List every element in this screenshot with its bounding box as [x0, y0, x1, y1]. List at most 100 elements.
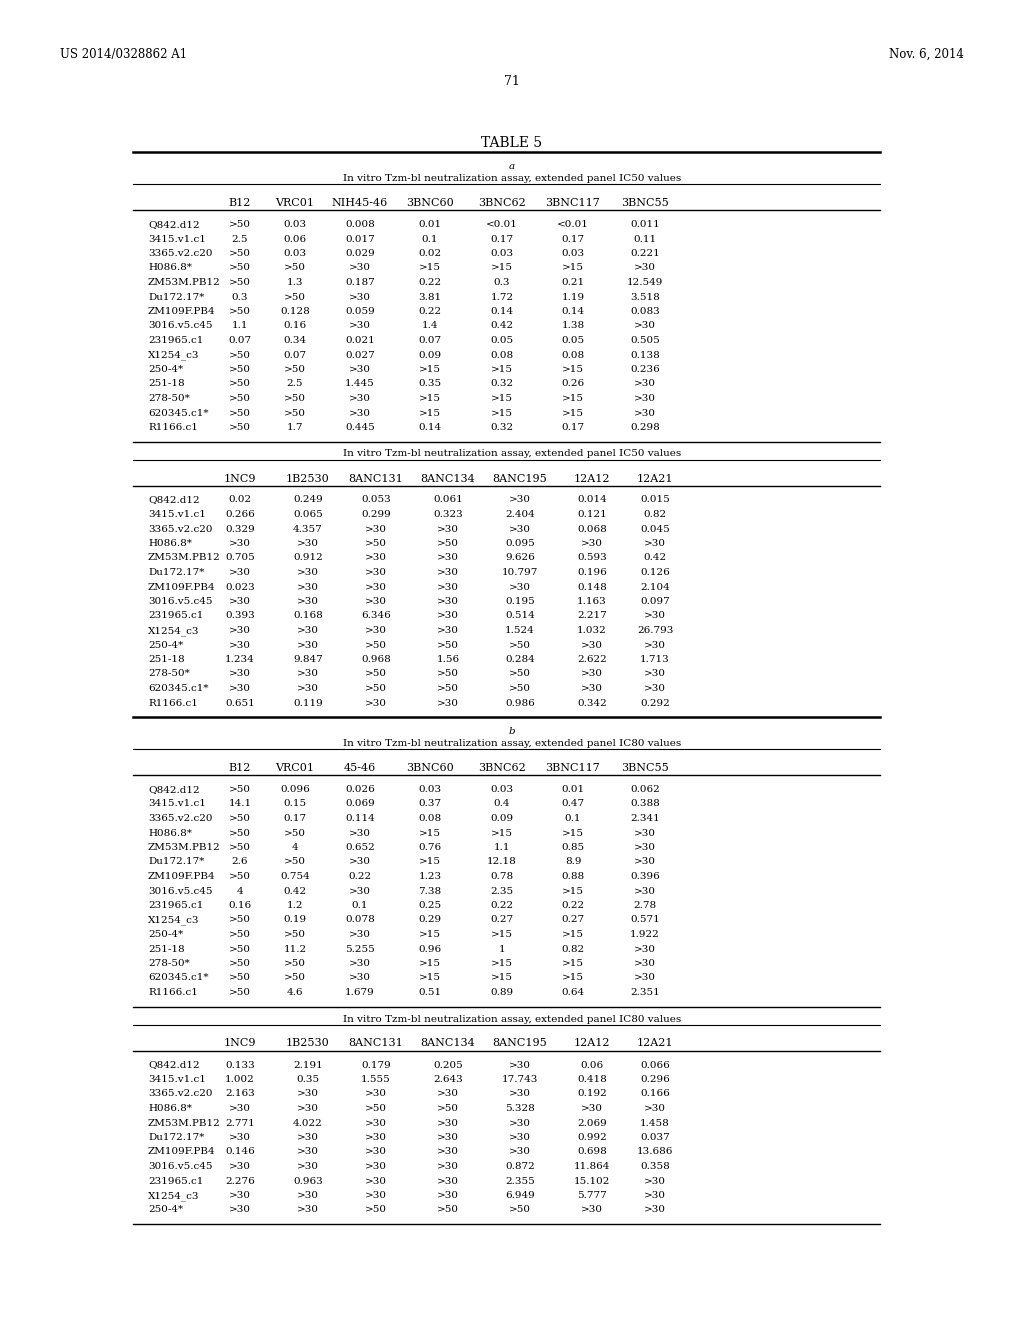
Text: 0.03: 0.03	[284, 249, 306, 257]
Text: 1.555: 1.555	[361, 1074, 391, 1084]
Text: Du172.17*: Du172.17*	[148, 1133, 205, 1142]
Text: 231965.c1: 231965.c1	[148, 337, 204, 345]
Text: 0.008: 0.008	[345, 220, 375, 228]
Text: 13.686: 13.686	[637, 1147, 673, 1156]
Text: 0.292: 0.292	[640, 698, 670, 708]
Text: 1.1: 1.1	[494, 843, 510, 851]
Text: 1.163: 1.163	[578, 597, 607, 606]
Text: 0.705: 0.705	[225, 553, 255, 562]
Text: >15: >15	[490, 366, 513, 374]
Text: 3BNC55: 3BNC55	[622, 198, 669, 209]
Text: >50: >50	[229, 393, 251, 403]
Text: >30: >30	[349, 931, 371, 939]
Text: >30: >30	[634, 887, 656, 895]
Text: 0.968: 0.968	[361, 655, 391, 664]
Text: 2.217: 2.217	[578, 611, 607, 620]
Text: 0.78: 0.78	[490, 873, 514, 880]
Text: 0.986: 0.986	[505, 698, 535, 708]
Text: 8ANC134: 8ANC134	[421, 1039, 475, 1048]
Text: 0.418: 0.418	[578, 1074, 607, 1084]
Text: 2.355: 2.355	[505, 1176, 535, 1185]
Text: 4.022: 4.022	[293, 1118, 323, 1127]
Text: 0.16: 0.16	[228, 902, 252, 909]
Text: >30: >30	[365, 553, 387, 562]
Text: 0.11: 0.11	[634, 235, 656, 243]
Text: >30: >30	[297, 582, 319, 591]
Text: >50: >50	[229, 422, 251, 432]
Text: >30: >30	[644, 1176, 666, 1185]
Text: 0.037: 0.037	[640, 1133, 670, 1142]
Text: >50: >50	[365, 640, 387, 649]
Text: 250-4*: 250-4*	[148, 366, 183, 374]
Text: >30: >30	[349, 322, 371, 330]
Text: >30: >30	[437, 568, 459, 577]
Text: R1166.c1: R1166.c1	[148, 422, 198, 432]
Text: Du172.17*: Du172.17*	[148, 568, 205, 577]
Text: 1.23: 1.23	[419, 873, 441, 880]
Text: 0.017: 0.017	[345, 235, 375, 243]
Text: >15: >15	[419, 974, 441, 982]
Text: 0.82: 0.82	[643, 510, 667, 519]
Text: >30: >30	[365, 1133, 387, 1142]
Text: 0.148: 0.148	[578, 582, 607, 591]
Text: In vitro Tzm-bl neutralization assay, extended panel IC50 values: In vitro Tzm-bl neutralization assay, ex…	[343, 450, 681, 458]
Text: 0.299: 0.299	[361, 510, 391, 519]
Text: >50: >50	[284, 264, 306, 272]
Text: >50: >50	[284, 858, 306, 866]
Text: >50: >50	[229, 366, 251, 374]
Text: 3BNC60: 3BNC60	[407, 763, 454, 774]
Text: >30: >30	[365, 698, 387, 708]
Text: >15: >15	[419, 264, 441, 272]
Text: 1NC9: 1NC9	[224, 474, 256, 483]
Text: 2.622: 2.622	[578, 655, 607, 664]
Text: 620345.c1*: 620345.c1*	[148, 974, 209, 982]
Text: 0.08: 0.08	[561, 351, 585, 359]
Text: 1.56: 1.56	[436, 655, 460, 664]
Text: 231965.c1: 231965.c1	[148, 902, 204, 909]
Text: 0.05: 0.05	[490, 337, 514, 345]
Text: >30: >30	[437, 626, 459, 635]
Text: 3415.v1.c1: 3415.v1.c1	[148, 1074, 206, 1084]
Text: >30: >30	[644, 669, 666, 678]
Text: In vitro Tzm-bl neutralization assay, extended panel IC80 values: In vitro Tzm-bl neutralization assay, ex…	[343, 739, 681, 748]
Text: 2.404: 2.404	[505, 510, 535, 519]
Text: >15: >15	[562, 931, 584, 939]
Text: 4.357: 4.357	[293, 524, 323, 533]
Text: 3BNC60: 3BNC60	[407, 198, 454, 209]
Text: >30: >30	[297, 1089, 319, 1098]
Text: Du172.17*: Du172.17*	[148, 858, 205, 866]
Text: >50: >50	[437, 1104, 459, 1113]
Text: 3016.v5.c45: 3016.v5.c45	[148, 1162, 213, 1171]
Text: >30: >30	[365, 1176, 387, 1185]
Text: >30: >30	[634, 858, 656, 866]
Text: 0.32: 0.32	[490, 380, 514, 388]
Text: >30: >30	[634, 829, 656, 837]
Text: 2.341: 2.341	[630, 814, 659, 822]
Text: >30: >30	[365, 1147, 387, 1156]
Text: >30: >30	[349, 366, 371, 374]
Text: >50: >50	[365, 1104, 387, 1113]
Text: 0.27: 0.27	[490, 916, 514, 924]
Text: >50: >50	[229, 785, 251, 795]
Text: 1.19: 1.19	[561, 293, 585, 301]
Text: >30: >30	[437, 582, 459, 591]
Text: 278-50*: 278-50*	[148, 393, 189, 403]
Text: 1.002: 1.002	[225, 1074, 255, 1084]
Text: 3365.v2.c20: 3365.v2.c20	[148, 1089, 213, 1098]
Text: 0.266: 0.266	[225, 510, 255, 519]
Text: >30: >30	[644, 684, 666, 693]
Text: 0.51: 0.51	[419, 987, 441, 997]
Text: Q842.d12: Q842.d12	[148, 1060, 200, 1069]
Text: >30: >30	[644, 1191, 666, 1200]
Text: 0.19: 0.19	[284, 916, 306, 924]
Text: 45-46: 45-46	[344, 763, 376, 774]
Text: >30: >30	[229, 684, 251, 693]
Text: >30: >30	[297, 669, 319, 678]
Text: >30: >30	[229, 1191, 251, 1200]
Text: >30: >30	[634, 408, 656, 417]
Text: >15: >15	[490, 829, 513, 837]
Text: >30: >30	[437, 1089, 459, 1098]
Text: 0.26: 0.26	[561, 380, 585, 388]
Text: 0.023: 0.023	[225, 582, 255, 591]
Text: 620345.c1*: 620345.c1*	[148, 408, 209, 417]
